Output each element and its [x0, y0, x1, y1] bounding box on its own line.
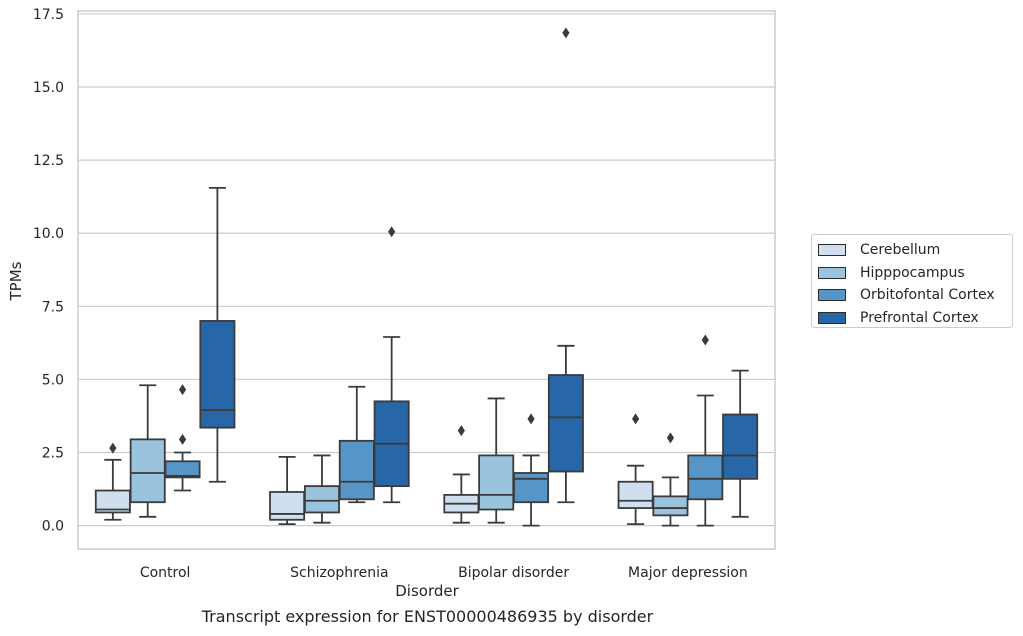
legend-swatch [818, 311, 846, 324]
x-tick-label: Major depression [628, 565, 748, 581]
box-hipppocampus [478, 397, 515, 524]
box-cerebellum [269, 455, 306, 526]
outlier-point [109, 442, 117, 454]
box-prefrontal-cortex [547, 27, 584, 504]
legend-swatch [818, 266, 846, 279]
box-orbitofontal-cortex [513, 413, 550, 527]
legend-item: Prefrontal Cortex [818, 307, 1012, 330]
legend-item: Orbitofontal Cortex [818, 284, 1012, 307]
outlier-point [178, 384, 187, 396]
legend-item: Cerebellum [818, 239, 1012, 262]
box-orbitofontal-cortex [687, 334, 724, 527]
iqr-box [722, 413, 759, 480]
legend-swatch [818, 244, 846, 257]
iqr-box [617, 480, 654, 509]
y-tick-label: 15.0 [33, 80, 64, 96]
y-tick-label: 0.0 [42, 519, 64, 535]
iqr-box [338, 439, 375, 501]
iqr-box [687, 454, 724, 501]
legend-label: Cerebellum [860, 242, 941, 259]
box-series [94, 27, 759, 527]
legend: Cerebellum Hipppocampus Orbitofontal Corte… [811, 234, 1013, 328]
x-tick-labels: Control Schizophrenia Bipolar disorder Majo… [140, 565, 748, 581]
iqr-box [513, 472, 550, 504]
box-hipppocampus [129, 384, 166, 518]
iqr-box [199, 320, 236, 429]
outlier-point [562, 27, 570, 39]
y-tick-label: 10.0 [33, 226, 64, 242]
iqr-box [478, 454, 515, 511]
y-axis-label: TPMs [7, 261, 25, 301]
box-prefrontal-cortex [722, 369, 759, 518]
iqr-box [547, 374, 584, 473]
box-hipppocampus [652, 432, 689, 527]
legend-swatch [818, 289, 846, 302]
y-tick-label: 5.0 [42, 372, 64, 388]
iqr-box [129, 438, 166, 504]
iqr-box [652, 495, 689, 517]
legend-label: Prefrontal Cortex [860, 309, 979, 326]
outlier-point [457, 425, 465, 437]
outlier-point [632, 413, 640, 425]
box-orbitofontal-cortex [164, 384, 201, 492]
legend-label: Hipppocampus [860, 264, 965, 281]
grid-lines [78, 13, 775, 527]
box-cerebellum [617, 413, 654, 526]
chart-caption: Transcript expression for ENST0000048693… [201, 607, 654, 626]
box-orbitofontal-cortex [338, 385, 375, 504]
y-tick-labels: 0.0 2.5 5.0 7.5 10.0 12.5 15.0 17.5 [33, 7, 64, 535]
y-tick-label: 7.5 [42, 299, 64, 315]
outlier-point [701, 334, 709, 346]
outlier-point [527, 413, 535, 425]
outlier-point [178, 433, 187, 445]
y-tick-label: 12.5 [33, 153, 64, 169]
box-prefrontal-cortex [373, 226, 410, 504]
box-prefrontal-cortex [199, 186, 236, 483]
x-axis-label: Disorder [395, 582, 459, 600]
outlier-point [388, 226, 396, 238]
iqr-box [303, 485, 340, 514]
legend-label: Orbitofontal Cortex [860, 287, 995, 304]
x-tick-label: Schizophrenia [290, 565, 388, 581]
y-tick-label: 2.5 [42, 446, 64, 462]
plot-frame [77, 10, 776, 550]
x-tick-label: Control [140, 565, 191, 581]
box-hipppocampus [303, 454, 340, 524]
legend-item: Hipppocampus [818, 262, 1012, 285]
iqr-box [164, 460, 201, 479]
box-cerebellum [94, 442, 131, 521]
iqr-box [269, 491, 306, 521]
x-tick-label: Bipolar disorder [458, 565, 569, 581]
outlier-point [666, 432, 675, 444]
y-tick-label: 17.5 [33, 7, 64, 23]
box-cerebellum [443, 425, 480, 524]
